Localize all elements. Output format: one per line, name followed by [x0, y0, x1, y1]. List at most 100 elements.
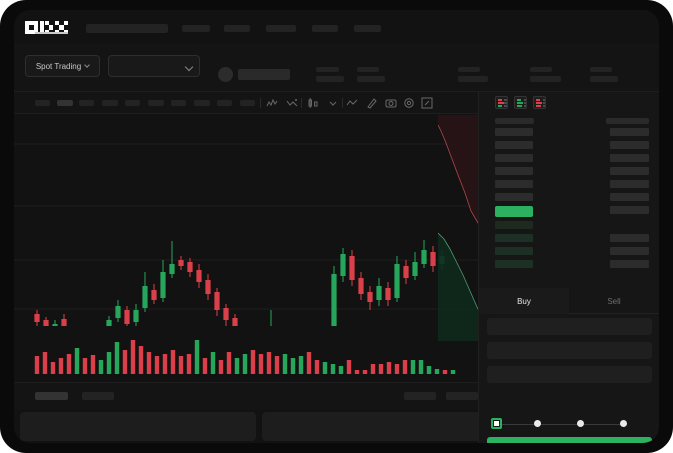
app-screen: Spot Trading: [14, 10, 659, 443]
orderbook-asks-icon[interactable]: [533, 96, 546, 109]
step-dot-3[interactable]: [577, 420, 584, 427]
fullscreen-icon[interactable]: [421, 97, 433, 109]
camera-icon[interactable]: [385, 97, 397, 109]
volume-bar: [346, 360, 352, 374]
stepper: [479, 412, 659, 438]
market-stat-2-value: [357, 76, 385, 82]
volume-bar: [450, 370, 456, 374]
line-chart-icon[interactable]: [346, 97, 358, 109]
trading-pair-select[interactable]: [108, 55, 200, 77]
bottom-panel-right[interactable]: [262, 412, 494, 441]
candle: [34, 314, 40, 322]
candle: [421, 250, 427, 264]
candle: [178, 260, 184, 266]
timeframe-30m[interactable]: [102, 100, 118, 106]
okx-logo[interactable]: [25, 21, 71, 34]
timeframe-1m[interactable]: [35, 100, 50, 106]
toolbar-divider: [260, 98, 261, 108]
volume-bar: [330, 364, 336, 374]
timeframe-1d[interactable]: [171, 100, 186, 106]
orderbook-spread-bar: [495, 206, 533, 217]
chart-tab-1[interactable]: [35, 392, 68, 400]
chart-action-2[interactable]: [446, 392, 478, 400]
orderbook-size-value: [610, 193, 649, 201]
order-total-field[interactable]: [487, 366, 652, 383]
candle: [385, 288, 391, 300]
step-dot-4[interactable]: [620, 420, 627, 427]
orderbook-bids-icon[interactable]: [514, 96, 527, 109]
indicator-icon[interactable]: [266, 97, 278, 109]
toolbar-divider: [301, 98, 302, 108]
volume-bar: [298, 356, 304, 374]
orderbook-ask-row[interactable]: [495, 141, 533, 149]
volume-bar: [58, 358, 64, 374]
spot-trading-dropdown[interactable]: Spot Trading: [25, 55, 100, 77]
order-price-field[interactable]: [487, 318, 652, 335]
nav-item-5[interactable]: [354, 25, 381, 32]
volume-bar: [362, 370, 368, 374]
timeframe-1mo[interactable]: [217, 100, 232, 106]
orderbook-bid-row[interactable]: [495, 247, 533, 255]
step-dot-2[interactable]: [534, 420, 541, 427]
orderbook-bid-row[interactable]: [495, 221, 533, 229]
tab-buy[interactable]: Buy: [479, 288, 569, 314]
place-order-button[interactable]: [487, 437, 652, 443]
orderbook-ask-row[interactable]: [495, 154, 533, 162]
volume-bar: [210, 352, 216, 374]
candle: [169, 264, 175, 274]
timeframe-15m[interactable]: [79, 100, 94, 106]
orderbook-bid-row[interactable]: [495, 260, 533, 268]
volume-bar: [250, 350, 256, 374]
orderbook-bid-row[interactable]: [495, 234, 533, 242]
timeframe-1h[interactable]: [125, 100, 140, 106]
market-stat-4-value: [530, 76, 561, 82]
volume-bar: [98, 360, 104, 374]
chart-action-1[interactable]: [404, 392, 436, 400]
candle: [160, 272, 166, 298]
drawing-pen-icon[interactable]: [366, 97, 378, 109]
tab-sell[interactable]: Sell: [569, 288, 659, 314]
volume-bar: [258, 354, 264, 374]
market-stat-2: [357, 67, 385, 82]
orderbook[interactable]: [479, 116, 659, 289]
timeframe-more[interactable]: [240, 100, 255, 106]
candle-type-icon[interactable]: [307, 97, 319, 109]
step-dot-1[interactable]: [491, 418, 502, 429]
volume-bar: [394, 364, 400, 374]
nav-item-3[interactable]: [266, 25, 296, 32]
coin-avatar: [218, 67, 233, 82]
trade-tabbar: Buy Sell: [479, 288, 659, 314]
volume-bar: [82, 358, 88, 374]
volume-bar: [146, 352, 152, 374]
settings-gear-icon[interactable]: [403, 97, 415, 109]
volume-bar: [418, 360, 424, 374]
orderbook-both-icon[interactable]: [495, 96, 508, 109]
search-input[interactable]: [86, 24, 168, 33]
price-chart-panel[interactable]: [14, 114, 478, 382]
order-amount-field[interactable]: [487, 342, 652, 359]
timeframe-4h[interactable]: [148, 100, 164, 106]
chart-tab-2[interactable]: [82, 392, 114, 400]
timeframe-1w[interactable]: [194, 100, 210, 106]
orderbook-size-value: [610, 260, 649, 268]
chevron-down-icon[interactable]: [327, 97, 339, 109]
nav-item-1[interactable]: [182, 25, 210, 32]
orderbook-ask-row[interactable]: [495, 128, 533, 136]
chevron-down-icon: [84, 61, 91, 68]
pair-name: [238, 69, 290, 80]
nav-item-2[interactable]: [224, 25, 250, 32]
timeframe-5m[interactable]: [57, 100, 73, 106]
compare-icon[interactable]: [286, 97, 298, 109]
volume-bar: [186, 354, 192, 374]
bottom-panel-left[interactable]: [20, 412, 256, 441]
volume-bar: [306, 352, 312, 374]
candlestick-chart[interactable]: [14, 114, 478, 326]
orderbook-ask-row[interactable]: [495, 180, 533, 188]
volume-bar: [290, 358, 296, 374]
nav-item-4[interactable]: [312, 25, 338, 32]
orderbook-ask-row[interactable]: [495, 167, 533, 175]
market-stat-5: [590, 67, 618, 82]
candle: [187, 262, 193, 272]
orderbook-ask-row[interactable]: [495, 193, 533, 201]
